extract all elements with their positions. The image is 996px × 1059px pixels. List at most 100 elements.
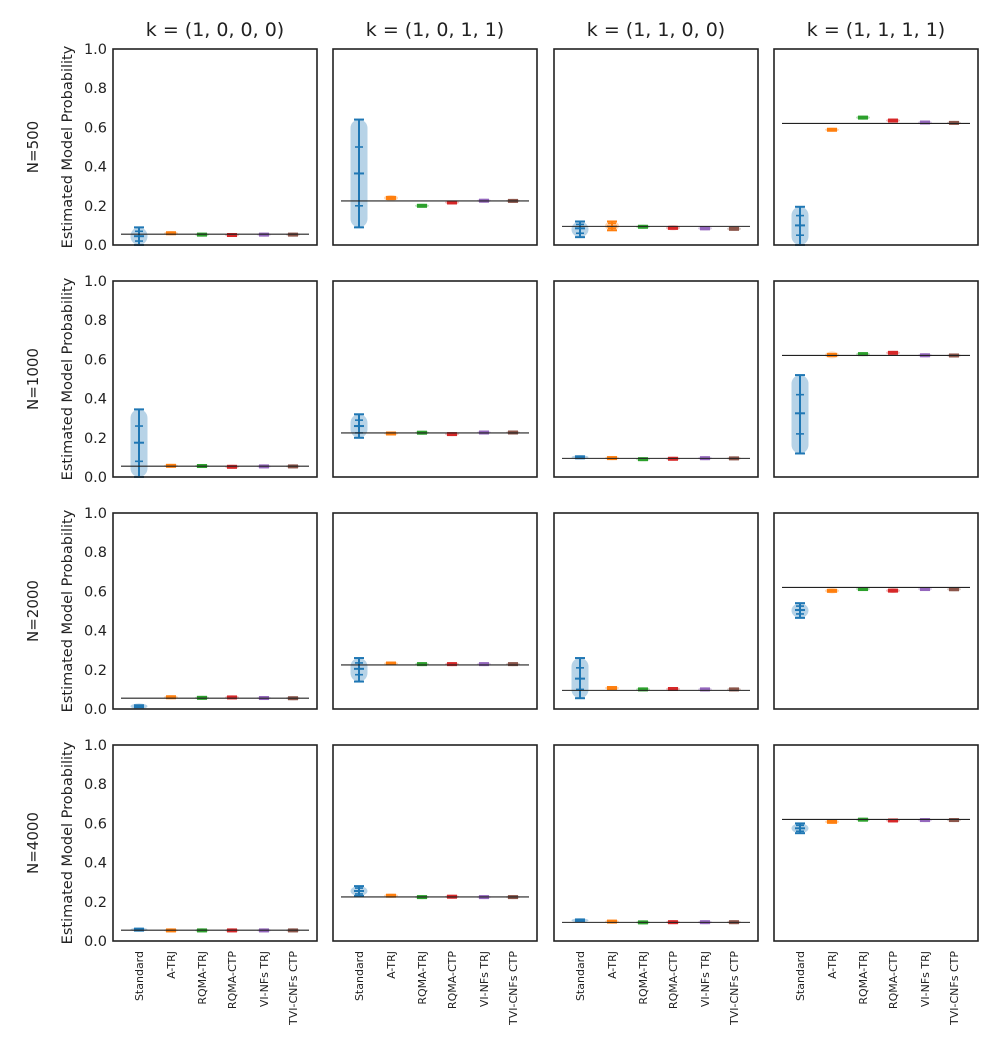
subplot <box>773 512 979 710</box>
panel-frame <box>773 744 979 942</box>
x-tick-label: A-TRJ <box>826 951 839 979</box>
median-marker <box>417 662 427 667</box>
subplot <box>773 280 979 478</box>
y-tick-label: 0.2 <box>84 431 107 447</box>
row-labels: N=500 Estimated Model Probability N=1000 Es… <box>24 45 76 944</box>
x-tick-label: RQMA-TRJ <box>857 951 870 1005</box>
median-marker <box>888 118 898 123</box>
y-tick-label: 0.6 <box>84 584 107 600</box>
median-marker <box>827 127 837 132</box>
y-tick-label: 0.0 <box>84 934 107 950</box>
median-marker <box>386 431 396 436</box>
panel-frame <box>553 280 759 478</box>
subplot <box>773 48 979 246</box>
median-marker <box>888 588 898 593</box>
x-tick-label: RQMA-CTP <box>667 951 680 1009</box>
median-marker <box>858 115 868 120</box>
median-marker <box>386 893 396 898</box>
x-tick-label: RQMA-CTP <box>446 951 459 1009</box>
x-tick-label: RQMA-TRJ <box>196 951 209 1005</box>
y-tick-label: 0.0 <box>84 470 107 486</box>
y-axis-label: Estimated Model Probability <box>60 509 76 712</box>
panel-frame <box>112 48 318 246</box>
y-tick-label: 0.4 <box>84 392 107 408</box>
y-tick-label: 0.6 <box>84 816 107 832</box>
y-tick-label: 1.0 <box>84 274 107 290</box>
subplot: 0.0 0.2 0.4 0.6 0.8 1.0 Standard A-TRJ RQMA-TRJ R… <box>84 738 318 1026</box>
y-axis-label: Estimated Model Probability <box>60 277 76 480</box>
panel-frame <box>112 744 318 942</box>
subplot <box>553 48 759 246</box>
x-tick-label: VI-NFs TRJ <box>478 951 491 1007</box>
x-tick-label: Standard <box>794 951 807 1001</box>
subplot <box>332 280 538 478</box>
x-tick-label: RQMA-TRJ <box>637 951 650 1005</box>
x-tick-label: TVI-CNFs CTP <box>287 951 300 1026</box>
subplot <box>332 48 538 246</box>
panel-frame <box>553 48 759 246</box>
y-tick-label: 0.2 <box>84 663 107 679</box>
median-marker <box>668 225 678 230</box>
y-tick-label: 0.4 <box>84 624 107 640</box>
x-tick-label: RQMA-CTP <box>226 951 239 1009</box>
x-tick-label: A-TRJ <box>165 951 178 979</box>
y-axis-label: Estimated Model Probability <box>60 741 76 944</box>
median-marker <box>166 231 176 236</box>
y-axis-label: Estimated Model Probability <box>60 45 76 248</box>
panel-frame <box>112 280 318 478</box>
y-tick-label: 0.4 <box>84 160 107 176</box>
subplot: 0.0 0.2 0.4 0.6 0.8 1.0 <box>84 42 318 254</box>
median-marker <box>729 687 739 692</box>
column-titles: k = (1, 0, 0, 0) k = (1, 0, 1, 1) k = (1, … <box>146 19 945 41</box>
panel-frame <box>553 744 759 942</box>
y-tick-label: 0.6 <box>84 352 107 368</box>
median-marker <box>417 203 427 208</box>
median-marker <box>227 695 237 700</box>
median-marker <box>386 195 396 200</box>
y-tick-label: 0.2 <box>84 895 107 911</box>
median-marker <box>508 662 518 667</box>
median-marker <box>827 819 837 824</box>
x-tick-label: RQMA-TRJ <box>416 951 429 1005</box>
y-tick-label: 0.0 <box>84 238 107 254</box>
row-label: N=1000 <box>24 348 42 410</box>
median-marker <box>888 350 898 355</box>
median-marker <box>447 662 457 667</box>
median-marker <box>729 226 739 231</box>
median-marker <box>949 120 959 125</box>
median-marker <box>949 818 959 823</box>
median-marker <box>134 704 144 709</box>
subplot <box>332 512 538 710</box>
median-marker <box>858 587 868 592</box>
x-tick-label: TVI-CNFs CTP <box>507 951 520 1026</box>
median-marker <box>700 687 710 692</box>
panel-frame <box>773 48 979 246</box>
median-marker <box>607 686 617 691</box>
y-tick-label: 0.4 <box>84 856 107 872</box>
row-label: N=4000 <box>24 812 42 874</box>
row-label: N=2000 <box>24 580 42 642</box>
median-marker <box>858 352 868 357</box>
median-marker <box>575 455 585 460</box>
median-marker <box>920 587 930 592</box>
x-tick-label: Standard <box>133 951 146 1001</box>
x-tick-label: TVI-CNFs CTP <box>948 951 961 1026</box>
median-marker <box>227 464 237 469</box>
x-tick-label: TVI-CNFs CTP <box>728 951 741 1026</box>
column-title: k = (1, 1, 1, 1) <box>807 19 945 41</box>
subplot: Standard A-TRJ RQMA-TRJ RQMA-CTP VI-NFs TRJ T… <box>332 744 538 1026</box>
median-marker <box>447 200 457 205</box>
panel-frame <box>773 280 979 478</box>
median-marker <box>949 587 959 592</box>
x-tick-label: Standard <box>353 951 366 1001</box>
subplot <box>553 512 759 710</box>
x-tick-label: Standard <box>574 951 587 1001</box>
panel-frame <box>332 48 538 246</box>
median-marker <box>888 818 898 823</box>
subplot: 0.0 0.2 0.4 0.6 0.8 1.0 <box>84 274 318 486</box>
median-marker <box>668 687 678 692</box>
subplot: Standard A-TRJ RQMA-TRJ RQMA-CTP VI-NFs TRJ T… <box>553 744 759 1026</box>
y-tick-label: 0.8 <box>84 777 107 793</box>
y-tick-label: 0.8 <box>84 545 107 561</box>
column-title: k = (1, 0, 0, 0) <box>146 19 284 41</box>
